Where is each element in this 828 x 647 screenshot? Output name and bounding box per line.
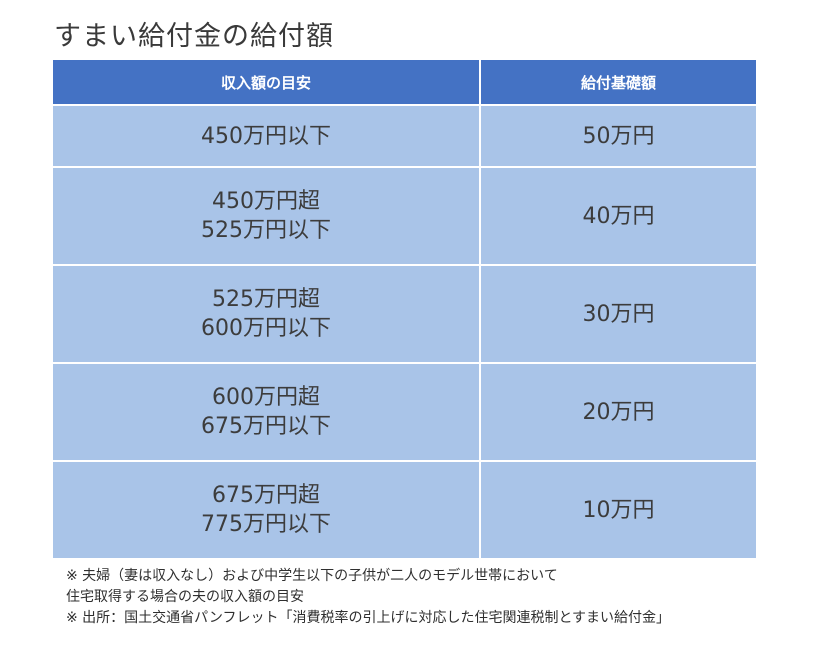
page-title: すまい給付金の給付額: [54, 21, 334, 52]
table-header-row: 収入額の目安 給付基礎額: [53, 60, 756, 105]
income-lower-bound: 675万円超: [212, 483, 320, 508]
income-upper-bound: 525万円以下: [201, 218, 331, 243]
footnote-model-household: ※ 夫婦（妻は収入なし）および中学生以下の子供が二人のモデル世帯において: [66, 568, 558, 584]
table-row: 600万円超 675万円以下 20万円: [53, 362, 756, 461]
amount-cell: 20万円: [480, 362, 756, 461]
footnote-model-household-cont: 住宅取得する場合の夫の収入額の目安: [66, 589, 304, 605]
amount-cell: 10万円: [480, 460, 756, 558]
income-cell: 450万円以下: [53, 104, 481, 167]
income-upper-bound: 600万円以下: [201, 316, 331, 341]
table-row: 525万円超 600万円以下 30万円: [53, 264, 756, 363]
amount-cell: 30万円: [480, 264, 756, 363]
amount-cell: 40万円: [480, 166, 756, 265]
income-upper-bound: 775万円以下: [201, 512, 331, 537]
table-row: 450万円超 525万円以下 40万円: [53, 166, 756, 265]
income-lower-bound: 450万円超: [212, 189, 320, 214]
income-cell: 675万円超 775万円以下: [53, 460, 481, 558]
income-cell: 525万円超 600万円以下: [53, 264, 481, 363]
income-upper-bound: 675万円以下: [201, 414, 331, 439]
amount-cell: 50万円: [480, 104, 756, 167]
column-header-amount: 給付基礎額: [480, 60, 756, 105]
income-cell: 450万円超 525万円以下: [53, 166, 481, 265]
income-lower-bound: 525万円超: [212, 287, 320, 312]
footnote-source: ※ 出所：国土交通省パンフレット「消費税率の引上げに対応した住宅関連税制とすまい…: [66, 610, 671, 626]
column-header-income: 収入額の目安: [53, 60, 481, 105]
income-lower-bound: 600万円超: [212, 385, 320, 410]
table-row: 450万円以下 50万円: [53, 104, 756, 167]
table-row: 675万円超 775万円以下 10万円: [53, 460, 756, 558]
income-text: 450万円以下: [201, 123, 331, 149]
income-cell: 600万円超 675万円以下: [53, 362, 481, 461]
benefit-table: 収入額の目安 給付基礎額 450万円以下 50万円 450万円超 525万円以下…: [53, 60, 756, 558]
footnotes: ※ 夫婦（妻は収入なし）および中学生以下の子供が二人のモデル世帯において 住宅取…: [66, 566, 670, 629]
